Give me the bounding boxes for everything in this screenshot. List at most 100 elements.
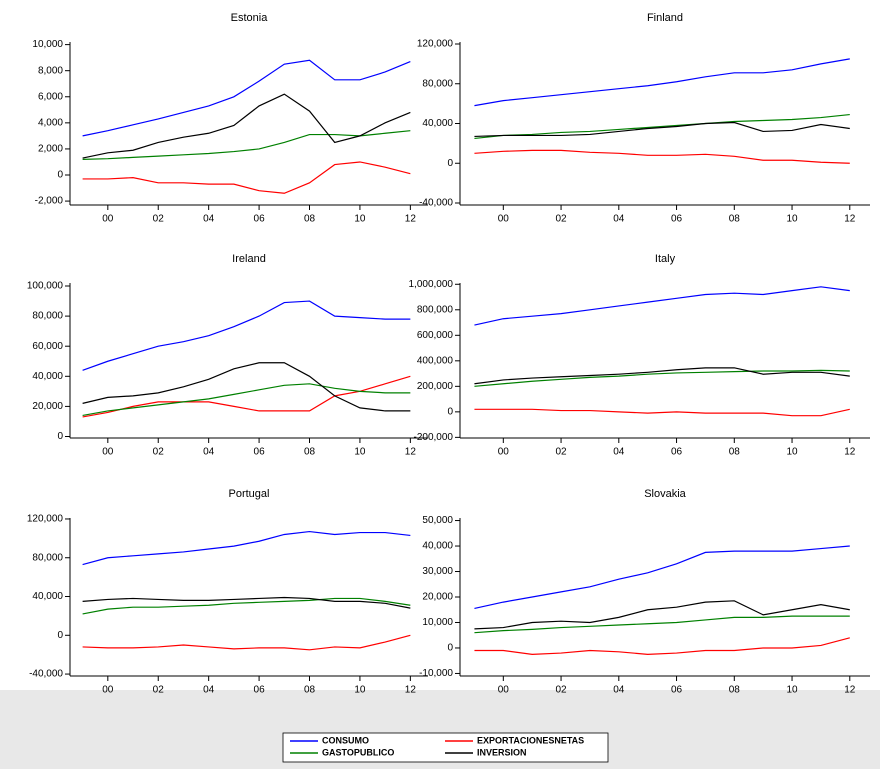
series-line: EXPORTACIONESNETAS bbox=[474, 408, 850, 417]
y-tick-label: 60,000 bbox=[32, 341, 63, 352]
series-line: CONSUMO bbox=[474, 58, 850, 107]
series-line: INVERSION bbox=[82, 93, 411, 159]
series-line: CONSUMO bbox=[474, 545, 850, 610]
x-tick-label: 10 bbox=[786, 214, 798, 225]
y-tick-label: 1,000,000 bbox=[409, 279, 454, 290]
series-line: GASTOPUBLICO bbox=[82, 383, 411, 417]
legend-label: INVERSION bbox=[477, 747, 527, 757]
y-tick-label: 10,000 bbox=[32, 39, 63, 50]
y-tick-label: -40,000 bbox=[419, 198, 453, 209]
y-tick-label: 0 bbox=[447, 158, 453, 169]
panel-title: Italy bbox=[655, 253, 676, 265]
series-line: GASTOPUBLICO bbox=[82, 130, 411, 160]
y-tick-label: 0 bbox=[57, 170, 63, 181]
y-tick-label: 400,000 bbox=[417, 355, 454, 366]
x-tick-label: 08 bbox=[729, 447, 741, 458]
x-tick-label: 12 bbox=[844, 447, 856, 458]
x-tick-label: 12 bbox=[844, 685, 856, 696]
x-tick-label: 04 bbox=[613, 685, 625, 696]
series-line: GASTOPUBLICO bbox=[474, 615, 850, 634]
x-tick-label: 06 bbox=[671, 214, 683, 225]
x-tick-label: 04 bbox=[613, 447, 625, 458]
x-tick-label: 08 bbox=[304, 685, 316, 696]
y-tick-label: 0 bbox=[447, 643, 453, 654]
y-tick-label: 0 bbox=[57, 431, 63, 442]
y-tick-label: 600,000 bbox=[417, 330, 454, 341]
y-tick-label: 6,000 bbox=[38, 91, 63, 102]
x-tick-label: 10 bbox=[786, 447, 798, 458]
x-tick-label: 02 bbox=[555, 685, 567, 696]
series-line: CONSUMO bbox=[82, 300, 411, 371]
x-tick-label: 08 bbox=[304, 447, 316, 458]
panel-title: Finland bbox=[647, 12, 683, 24]
x-tick-label: 10 bbox=[354, 447, 366, 458]
x-tick-label: 06 bbox=[254, 214, 266, 225]
y-tick-label: 30,000 bbox=[422, 566, 453, 577]
x-tick-label: 04 bbox=[203, 685, 215, 696]
y-tick-label: 2,000 bbox=[38, 144, 63, 155]
y-tick-label: 20,000 bbox=[422, 592, 453, 603]
x-tick-label: 10 bbox=[786, 685, 798, 696]
x-tick-label: 12 bbox=[405, 685, 417, 696]
y-tick-label: 120,000 bbox=[417, 39, 454, 50]
legend-box bbox=[282, 732, 609, 763]
x-tick-label: 06 bbox=[671, 685, 683, 696]
y-tick-label: 80,000 bbox=[422, 78, 453, 89]
x-tick-label: 12 bbox=[405, 214, 417, 225]
y-tick-label: 100,000 bbox=[27, 281, 64, 292]
series-line: CONSUMO bbox=[82, 59, 411, 137]
y-tick-label: 10,000 bbox=[422, 617, 453, 628]
x-tick-label: 00 bbox=[498, 447, 510, 458]
x-tick-label: 02 bbox=[555, 447, 567, 458]
x-tick-label: 10 bbox=[354, 214, 366, 225]
y-tick-label: -2,000 bbox=[35, 196, 64, 207]
series-line: INVERSION bbox=[474, 600, 850, 630]
x-tick-label: 08 bbox=[729, 214, 741, 225]
y-tick-label: 20,000 bbox=[32, 401, 63, 412]
y-tick-label: 200,000 bbox=[417, 381, 454, 392]
y-tick-label: 8,000 bbox=[38, 65, 63, 76]
series-line: INVERSION bbox=[82, 596, 411, 609]
x-tick-label: 06 bbox=[254, 685, 266, 696]
x-tick-label: 08 bbox=[729, 685, 741, 696]
y-tick-label: 50,000 bbox=[422, 515, 453, 526]
panel-title: Ireland bbox=[232, 253, 266, 265]
legend-label: GASTOPUBLICO bbox=[322, 747, 394, 757]
x-tick-label: 12 bbox=[405, 447, 417, 458]
panel-title: Portugal bbox=[229, 488, 270, 500]
series-line: EXPORTACIONESNETAS bbox=[82, 161, 411, 194]
series-line: CONSUMO bbox=[82, 530, 411, 566]
x-tick-label: 00 bbox=[102, 214, 114, 225]
x-tick-label: 00 bbox=[498, 685, 510, 696]
x-tick-label: 04 bbox=[203, 214, 215, 225]
y-tick-label: 800,000 bbox=[417, 304, 454, 315]
series-line: INVERSION bbox=[474, 121, 850, 138]
series-line: INVERSION bbox=[82, 362, 411, 412]
x-tick-label: 08 bbox=[304, 214, 316, 225]
legend-label: EXPORTACIONESNETAS bbox=[477, 735, 584, 745]
x-tick-label: 02 bbox=[153, 685, 165, 696]
x-tick-label: 00 bbox=[102, 685, 114, 696]
panel-title: Slovakia bbox=[644, 488, 686, 500]
series-line: EXPORTACIONESNETAS bbox=[82, 375, 411, 418]
y-tick-label: -10,000 bbox=[419, 668, 453, 679]
x-tick-label: 12 bbox=[844, 214, 856, 225]
x-tick-label: 00 bbox=[102, 447, 114, 458]
legend-label: CONSUMO bbox=[322, 735, 369, 745]
series-line: INVERSION bbox=[474, 367, 850, 385]
y-tick-label: 40,000 bbox=[32, 591, 63, 602]
y-tick-label: 80,000 bbox=[32, 311, 63, 322]
series-line: GASTOPUBLICO bbox=[474, 369, 850, 387]
series-line: EXPORTACIONESNETAS bbox=[474, 637, 850, 655]
y-tick-label: 40,000 bbox=[422, 541, 453, 552]
y-tick-label: 0 bbox=[447, 406, 453, 417]
x-tick-label: 02 bbox=[153, 447, 165, 458]
x-tick-label: 06 bbox=[671, 447, 683, 458]
x-tick-label: 00 bbox=[498, 214, 510, 225]
y-tick-label: -40,000 bbox=[29, 669, 63, 680]
x-tick-label: 04 bbox=[203, 447, 215, 458]
x-tick-label: 04 bbox=[613, 214, 625, 225]
series-line: GASTOPUBLICO bbox=[474, 113, 850, 140]
